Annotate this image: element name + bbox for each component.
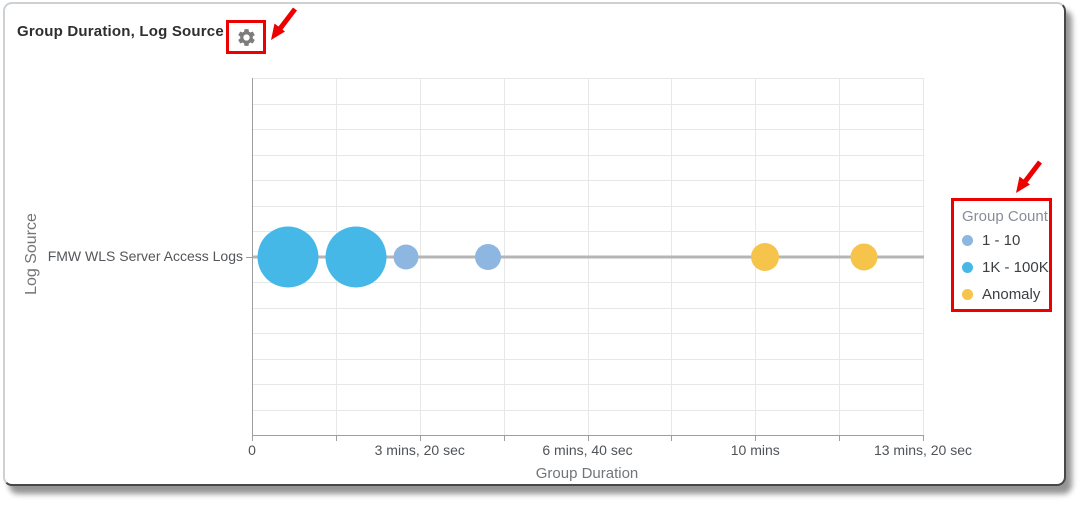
x-axis-tick (252, 436, 253, 441)
gridline-horizontal (253, 307, 924, 309)
x-tick-label: 10 mins (730, 442, 780, 458)
widget-frame: Group Duration, Log Source Log Source FM… (3, 2, 1066, 486)
gridline-horizontal (253, 205, 924, 207)
legend-swatch-icon (962, 289, 973, 300)
x-axis-tick (335, 436, 337, 441)
legend-label: 1 - 10 (982, 232, 1021, 249)
chart-options-button[interactable] (226, 20, 266, 54)
x-axis-tick (923, 436, 924, 441)
gridline-horizontal (253, 358, 924, 360)
legend-box: Group Count 1 - 10 1K - 100K Anomaly (951, 198, 1052, 312)
x-axis-tick (755, 436, 757, 441)
x-axis-title: Group Duration (535, 465, 639, 482)
gridline-horizontal (253, 384, 924, 385)
x-axis-tick (839, 436, 841, 441)
bubble-1k-100k[interactable] (325, 226, 387, 287)
y-category-label: FMW WLS Server Access Logs (47, 248, 243, 264)
legend-item-1-10[interactable]: 1 - 10 (962, 227, 1049, 254)
y-axis-title: Log Source (23, 213, 40, 295)
x-tick-label: 6 mins, 40 sec (542, 442, 633, 458)
gridline-horizontal (253, 129, 924, 130)
gridline-horizontal (253, 282, 924, 283)
bubble-1-10[interactable] (393, 244, 419, 269)
legend-swatch-icon (962, 262, 973, 273)
gridline-horizontal (253, 180, 924, 181)
x-tick-label: 0 (248, 442, 256, 458)
gridline-horizontal (253, 78, 924, 79)
legend-title: Group Count (962, 208, 1048, 225)
bubble-1-10[interactable] (474, 243, 501, 270)
gridline-horizontal (253, 333, 924, 334)
bubble-anomaly[interactable] (850, 243, 878, 270)
category-baseline (253, 255, 924, 258)
gridline-horizontal (253, 231, 924, 232)
legend-swatch-icon (962, 235, 973, 246)
gear-callout-arrow-icon (271, 7, 297, 40)
gridline-horizontal (253, 409, 924, 411)
x-tick-label: 13 mins, 20 sec (873, 442, 973, 458)
x-axis-tick (671, 436, 673, 441)
legend-item-1k-100k[interactable]: 1K - 100K (962, 254, 1049, 281)
plot-area (246, 78, 924, 441)
x-axis-tick (419, 436, 421, 441)
legend-items: 1 - 10 1K - 100K Anomaly (962, 227, 1049, 308)
legend-callout-arrow-icon (1016, 160, 1042, 193)
legend-label: Anomaly (982, 286, 1041, 303)
x-axis-tick (587, 436, 589, 441)
page-title: Group Duration, Log Source (17, 23, 224, 40)
x-tick-label: 3 mins, 20 sec (374, 442, 465, 458)
gridline-horizontal (253, 103, 924, 105)
x-axis-tick (503, 436, 505, 441)
gear-icon (236, 27, 257, 48)
y-axis-tick (246, 256, 252, 258)
bubble-1k-100k[interactable] (257, 226, 319, 287)
gridline-horizontal (253, 154, 924, 156)
legend-item-anomaly[interactable]: Anomaly (962, 281, 1049, 308)
bubble-anomaly[interactable] (751, 242, 780, 271)
legend-label: 1K - 100K (982, 259, 1049, 276)
